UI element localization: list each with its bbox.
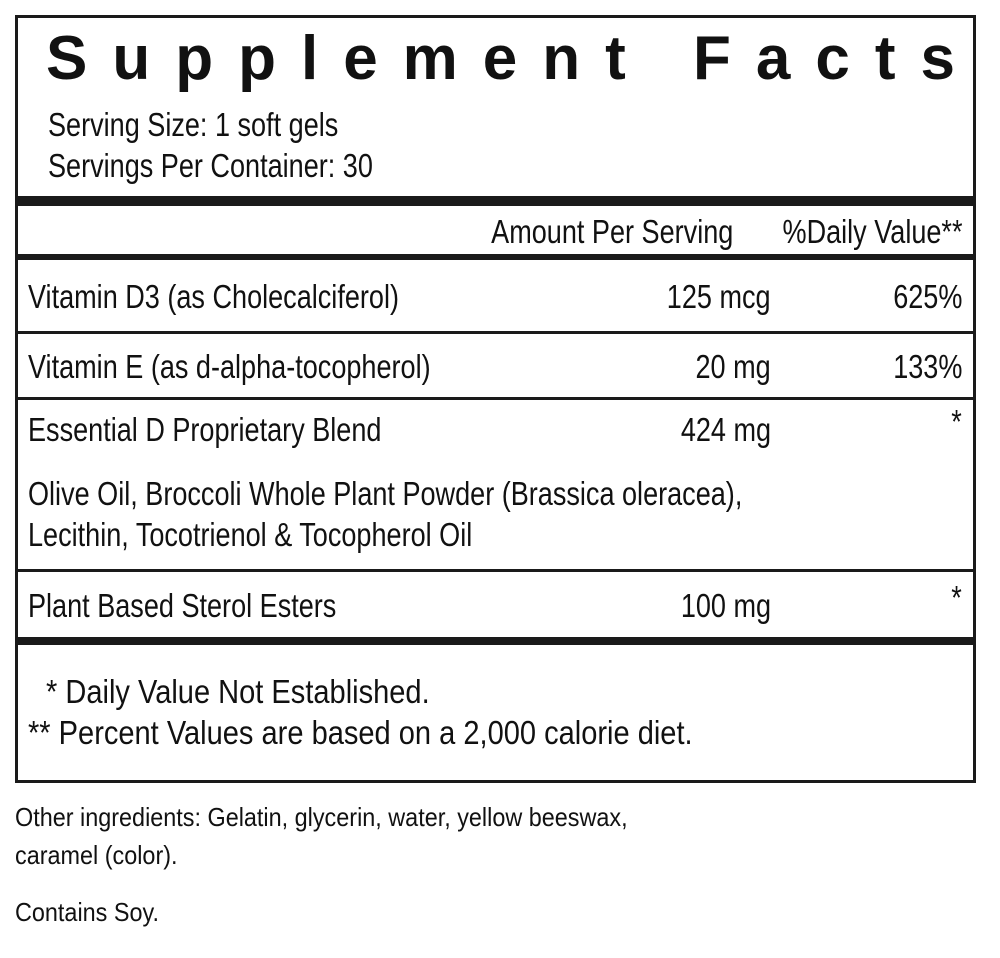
row-amount: 424 mg xyxy=(680,411,771,448)
row-dv: * xyxy=(951,403,962,440)
row-name: Vitamin E (as d-alpha-tocopherol) xyxy=(28,348,431,385)
row-amount: 125 mcg xyxy=(667,278,771,315)
serving-size: Serving Size: 1 soft gels xyxy=(48,106,339,143)
row-name: Plant Based Sterol Esters xyxy=(28,587,337,624)
row-dv: 625% xyxy=(892,278,962,315)
allergen-statement: Contains Soy. xyxy=(15,897,159,927)
row-amount: 100 mg xyxy=(680,587,771,624)
thick-divider xyxy=(18,637,973,645)
row-divider xyxy=(18,569,973,572)
footnote: * Daily Value Not Established. xyxy=(46,673,430,710)
row-divider xyxy=(18,397,973,400)
thick-divider xyxy=(18,196,973,206)
row-dv: 133% xyxy=(892,348,962,385)
blend-ingredients: Lecithin, Tocotrienol & Tocopherol Oil xyxy=(28,516,473,553)
row-name: Vitamin D3 (as Cholecalciferol) xyxy=(28,278,399,315)
other-ingredients: caramel (color). xyxy=(15,840,178,870)
row-name: Essential D Proprietary Blend xyxy=(28,411,382,448)
row-divider xyxy=(18,331,973,334)
supplement-facts-panel xyxy=(15,15,976,783)
panel-title: Supplement Facts xyxy=(46,24,980,93)
footnote: ** Percent Values are based on a 2,000 c… xyxy=(28,714,693,751)
header-divider xyxy=(18,254,973,260)
row-amount: 20 mg xyxy=(695,348,771,385)
header-amount: Amount Per Serving xyxy=(490,213,733,250)
servings-per-container: Servings Per Container: 30 xyxy=(48,147,373,184)
blend-ingredients: Olive Oil, Broccoli Whole Plant Powder (… xyxy=(28,475,743,512)
other-ingredients: Other ingredients: Gelatin, glycerin, wa… xyxy=(15,802,628,832)
header-daily-value: %Daily Value** xyxy=(782,213,962,250)
row-dv: * xyxy=(951,579,962,616)
